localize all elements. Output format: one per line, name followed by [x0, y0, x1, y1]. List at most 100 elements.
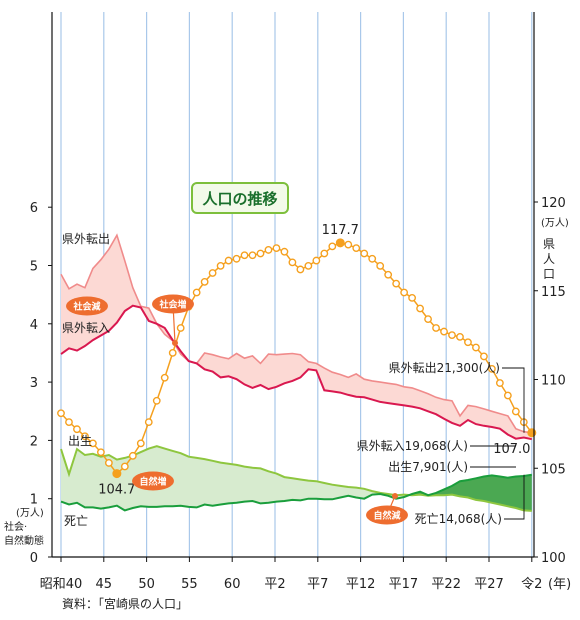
population-point-22 [232, 254, 241, 263]
population-point-45 [416, 304, 424, 313]
social-band [61, 235, 532, 440]
population-point-5 [96, 448, 105, 457]
x-tick-label-8: 平17 [389, 577, 419, 592]
population-point-17 [192, 288, 201, 297]
left-tick-label-1: 1 [30, 493, 38, 508]
natural-decrease-band [409, 474, 532, 511]
right-tick-label-4: 120 [541, 196, 566, 211]
population-point-11 [144, 418, 153, 426]
population-point-52 [472, 343, 480, 352]
population-point-15 [176, 324, 185, 332]
population-point-12 [152, 396, 161, 405]
population-point-43 [400, 288, 409, 297]
label-in: 県外転入 [62, 321, 110, 335]
left-tick-label-5: 5 [30, 260, 38, 275]
population-point-51 [464, 338, 472, 347]
population-point-31 [304, 261, 313, 270]
series-line-death [60, 473, 532, 512]
population-point-56 [503, 391, 512, 400]
badge-pointer-dot-3 [392, 493, 398, 499]
population-label-1: 104.7 [98, 483, 135, 498]
population-point-9 [128, 451, 137, 460]
badge-text-2: 自然増 [139, 475, 166, 487]
population-point-13 [160, 373, 169, 382]
x-tick-label-11: 令2 [521, 577, 542, 592]
x-tick-label-6: 平7 [307, 577, 328, 592]
population-point-46 [424, 315, 432, 324]
population-point-41 [384, 270, 393, 279]
x-tick-label-10: 平27 [474, 577, 504, 592]
population-point-14 [168, 348, 177, 357]
population-point-40 [376, 261, 385, 270]
right-axis-label-char-0: 県 [543, 237, 555, 251]
x-axis-unit: (年) [548, 577, 571, 592]
right-tick-label-0: 100 [541, 551, 566, 566]
right-tick-label-2: 110 [541, 374, 566, 389]
population-point-54 [488, 364, 496, 373]
badge-text-0: 社会減 [72, 300, 100, 312]
population-point-8 [120, 462, 129, 471]
difference-bands [61, 235, 532, 511]
population-point-36 [344, 240, 353, 249]
label-birth: 出生 [68, 434, 92, 448]
x-tick-label-0: 昭和40 [40, 577, 83, 592]
population-label-0: 117.7 [322, 223, 359, 238]
left-axis-unit: (万人) [16, 507, 44, 519]
vertical-gridlines [60, 12, 533, 557]
population-series: 117.7 104.7 107.0 [57, 223, 537, 498]
population-marker-1 [112, 469, 122, 479]
badge-2 [132, 471, 174, 491]
population-point-2 [73, 425, 81, 434]
x-tick-label-4: 60 [224, 577, 241, 592]
natural-increase-band [61, 446, 410, 511]
population-point-25 [256, 249, 265, 258]
population-point-21 [224, 256, 233, 265]
label-out: 県外転出 [62, 232, 110, 246]
population-point-19 [208, 269, 217, 277]
population-point-32 [312, 256, 321, 265]
population-point-30 [296, 265, 305, 274]
population-point-27 [272, 244, 281, 253]
x-tick-label-7: 平12 [346, 577, 376, 592]
population-point-57 [511, 407, 520, 416]
population-point-37 [352, 244, 361, 253]
badge-text-3: 自然減 [373, 509, 400, 521]
label-death: 死亡 [64, 514, 88, 528]
series-lines [60, 233, 533, 512]
population-point-1 [65, 418, 73, 426]
population-point-53 [480, 352, 488, 361]
population-point-18 [200, 277, 209, 286]
population-point-39 [368, 254, 377, 263]
population-point-44 [408, 293, 417, 302]
source-note: 資料：「宮崎県の人口」 [62, 596, 188, 611]
series-leader-3 [504, 474, 525, 520]
population-point-26 [264, 246, 273, 254]
series-end-label-3: 死亡14,068(人) [415, 512, 502, 526]
population-label-2: 107.0 [493, 442, 530, 457]
x-tick-label-5: 平2 [264, 577, 285, 592]
badge-0 [66, 296, 108, 316]
series-line-birth [60, 445, 532, 512]
population-point-28 [280, 247, 289, 256]
population-point-24 [248, 251, 257, 260]
right-tick-label-1: 105 [541, 462, 566, 477]
population-point-47 [432, 324, 440, 332]
population-point-55 [495, 379, 504, 387]
chart-title: 人口の推移 [202, 190, 277, 208]
left-axis-label-line1: 社会· [4, 520, 27, 533]
right-axis-label-char-1: 人 [543, 252, 555, 266]
population-point-0 [57, 409, 65, 418]
population-marker-0 [335, 238, 345, 248]
x-tick-label-9: 平22 [431, 577, 461, 592]
series-leader-0 [502, 367, 525, 433]
chart-title-box: 人口の推移 [191, 182, 289, 214]
series-end-label-0: 県外転出21,300(人) [389, 361, 500, 375]
population-point-49 [448, 331, 456, 340]
left-tick-label-3: 3 [30, 376, 38, 391]
population-point-3 [81, 432, 89, 441]
left-axis-label-line2: 自然動態 [4, 534, 44, 547]
left-tick-label-6: 6 [30, 201, 38, 216]
